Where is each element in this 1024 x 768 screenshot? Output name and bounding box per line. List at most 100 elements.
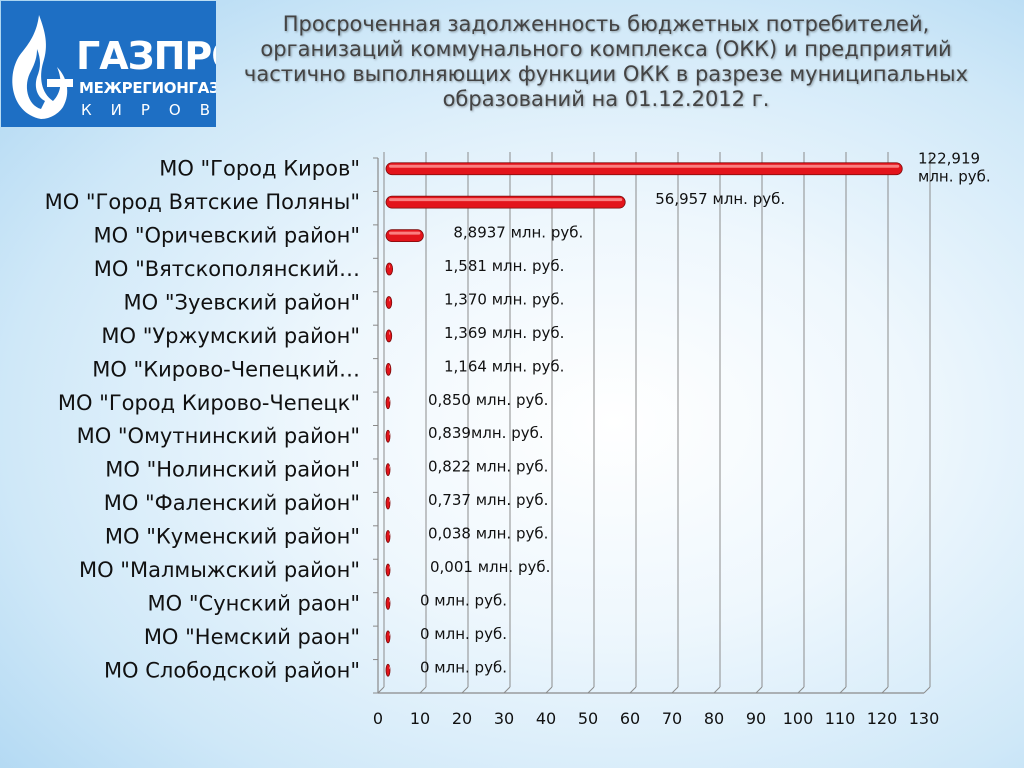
- bar: [385, 195, 626, 209]
- gridline: [503, 686, 511, 694]
- bar: [385, 429, 391, 443]
- category-label: МО Слободской район": [104, 658, 360, 682]
- data-label: 0,001 млн. руб.: [430, 558, 550, 576]
- data-label: 122,919 млн. руб.: [918, 150, 991, 186]
- gridline: [713, 686, 721, 694]
- tick-label: 80: [704, 709, 724, 728]
- gridlines: [377, 152, 931, 694]
- data-label: 0 млн. руб.: [420, 625, 507, 643]
- tick-label: 120: [867, 709, 898, 728]
- category-label: МО "Куменский район": [105, 525, 360, 549]
- tick-label: 70: [662, 709, 682, 728]
- category-label: МО "Сунский раон": [148, 591, 360, 615]
- data-label: 1,164 млн. руб.: [444, 357, 564, 375]
- bar: [385, 229, 424, 242]
- category-label: МО "Вятскополянский…: [94, 257, 360, 281]
- slide-title: Просроченная задолженность бюджетных пот…: [243, 12, 969, 111]
- data-label: 0 млн. руб.: [420, 658, 507, 676]
- gridline: [587, 686, 595, 694]
- flame-icon: [12, 15, 73, 119]
- gridline: [377, 686, 385, 694]
- tick-label: 130: [909, 709, 940, 728]
- tick-label: 30: [494, 709, 514, 728]
- gazprom-logo: ГАЗПРОМ МЕЖРЕГИОНГАЗ КИРОВ: [1, 1, 216, 127]
- category-label: МО "Город Вятские Поляны": [45, 190, 360, 214]
- category-label: МО "Уржумский район": [101, 324, 360, 348]
- data-label: 1,369 млн. руб.: [444, 324, 564, 342]
- category-label: МО "Кирово-Чепецкий…: [92, 357, 360, 381]
- data-label: 0,839млн. руб.: [428, 424, 544, 442]
- bar: [385, 663, 391, 677]
- gridline: [881, 686, 889, 694]
- data-label: 8,8937 млн. руб.: [453, 224, 583, 242]
- category-label: МО "Нолинский район": [105, 458, 360, 482]
- bar-highlight: [389, 465, 390, 469]
- tick-label: 0: [373, 709, 383, 728]
- bar-highlight: [389, 632, 390, 636]
- bar: [385, 262, 394, 276]
- gridline: [629, 686, 637, 694]
- bar: [385, 597, 391, 610]
- gridline: [419, 686, 427, 694]
- data-label: 0 млн. руб.: [420, 591, 507, 609]
- gridline: [671, 686, 679, 694]
- bar: [385, 362, 392, 376]
- bar-highlight: [389, 499, 390, 503]
- bars: [385, 162, 903, 677]
- bar-highlight: [389, 432, 390, 436]
- data-labels: 122,919 млн. руб. 56,957 млн. руб. 8,8937 м…: [420, 150, 991, 677]
- bar-highlight: [389, 532, 390, 536]
- category-label: МО "Малмыжский район": [79, 558, 360, 582]
- data-label: 0,850 млн. руб.: [428, 391, 548, 409]
- tick-label: 10: [410, 709, 430, 728]
- bar-highlight: [389, 298, 390, 302]
- logo-line-2: МЕЖРЕГИОНГАЗ: [79, 79, 216, 97]
- category-label: МО "Оричевский район": [94, 224, 360, 248]
- category-label: МО "Омутнинский район": [77, 424, 360, 448]
- bar-highlight: [389, 231, 421, 235]
- bar-highlight: [389, 365, 390, 369]
- data-label: 56,957 млн. руб.: [655, 190, 785, 208]
- bar: [385, 329, 393, 343]
- category-label: МО "Город Киров": [159, 157, 360, 181]
- tick-label: 50: [578, 709, 598, 728]
- gridline: [797, 686, 805, 694]
- gridline: [461, 686, 469, 694]
- tick-label: 100: [783, 709, 814, 728]
- bar: [385, 162, 903, 176]
- tick-label: 90: [746, 709, 766, 728]
- tick-labels: 0 10 20 30 40 50 60 70 80 90 100 110 120 130: [373, 709, 939, 728]
- data-label: 0,737 млн. руб.: [428, 491, 548, 509]
- category-label: МО "Фаленский район": [104, 491, 360, 515]
- logo-line-3: КИРОВ: [81, 101, 216, 119]
- bar-highlight: [389, 331, 390, 335]
- bar: [385, 296, 393, 309]
- category-label: МО "Немский раон": [144, 625, 360, 649]
- tick-label: 20: [452, 709, 472, 728]
- category-labels: МО "Город Киров" МО "Город Вятские Поляны…: [45, 157, 360, 683]
- data-label: 1,370 млн. руб.: [444, 290, 564, 308]
- bar: [385, 530, 391, 543]
- gridline: [923, 686, 931, 694]
- data-label: 0,038 млн. руб.: [428, 525, 548, 543]
- bar: [385, 630, 391, 644]
- bar-highlight: [389, 265, 390, 269]
- tick-label: 110: [825, 709, 856, 728]
- bar-highlight: [389, 666, 390, 670]
- gridline: [839, 686, 847, 694]
- bar-highlight: [389, 198, 623, 202]
- category-label: МО "Зуевский район": [124, 290, 360, 314]
- logo-line-1: ГАЗПРОМ: [76, 34, 216, 78]
- bar-highlight: [389, 565, 390, 569]
- bar-highlight: [389, 599, 390, 603]
- bar-highlight: [389, 164, 900, 168]
- axes: [373, 157, 924, 694]
- bar-highlight: [389, 398, 390, 402]
- bar: [385, 496, 391, 510]
- data-label: 1,581 млн. руб.: [444, 257, 564, 275]
- tick-label: 60: [620, 709, 640, 728]
- bar: [385, 463, 391, 477]
- bar: [385, 563, 391, 577]
- data-label: 0,822 млн. руб.: [428, 458, 548, 476]
- tick-label: 40: [536, 709, 556, 728]
